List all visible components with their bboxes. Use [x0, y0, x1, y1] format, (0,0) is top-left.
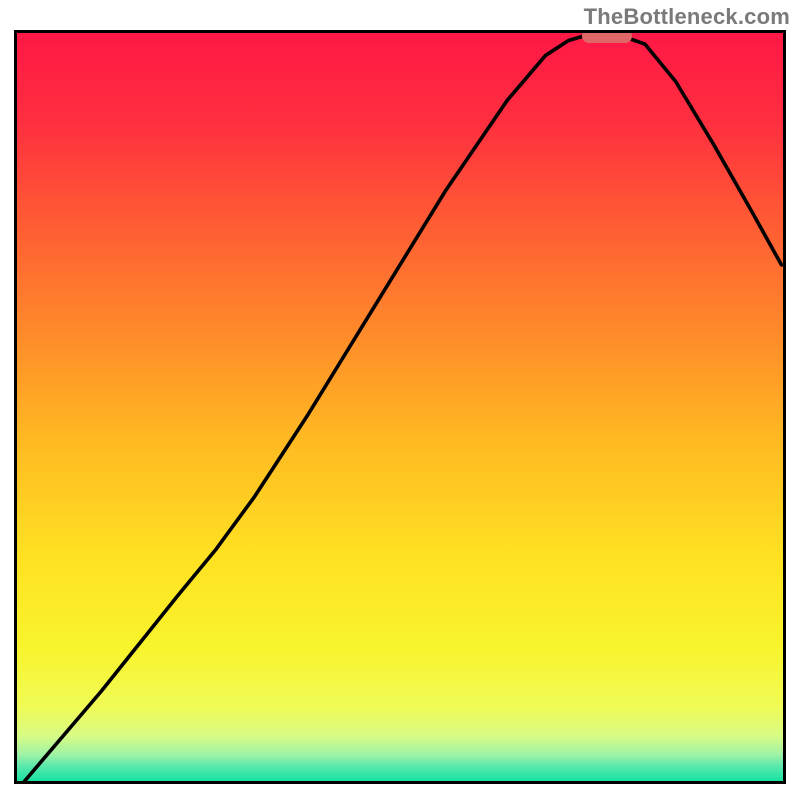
watermark-text: TheBottleneck.com	[584, 4, 790, 30]
optimal-marker	[582, 30, 632, 43]
bottleneck-curve	[17, 33, 783, 781]
plot-area	[14, 30, 786, 784]
